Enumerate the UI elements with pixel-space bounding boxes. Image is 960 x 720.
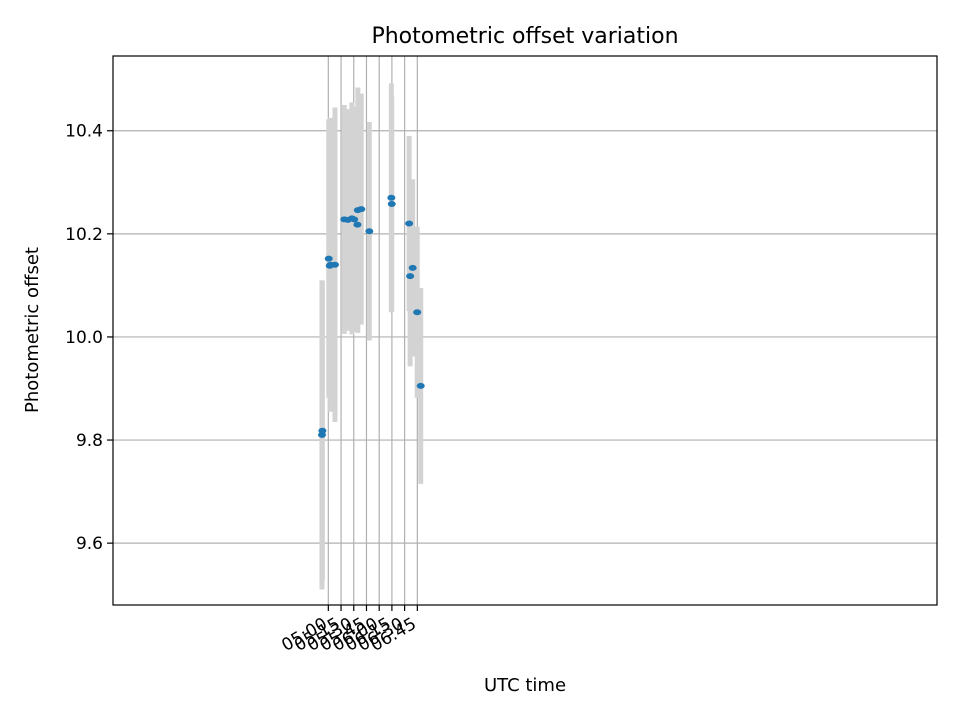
data-point (413, 309, 422, 316)
data-point (408, 264, 417, 271)
data-point (387, 200, 396, 207)
y-tick-label: 10.4 (65, 122, 103, 142)
data-point (365, 228, 374, 235)
plot-area (113, 56, 937, 605)
y-tick-label: 10.0 (65, 328, 103, 348)
data-point (357, 206, 366, 213)
y-tick-label: 10.2 (65, 225, 103, 245)
data-point (416, 382, 425, 389)
y-tick-label: 9.8 (76, 431, 103, 451)
y-tick-label: 9.6 (76, 534, 103, 554)
data-point (406, 273, 415, 280)
data-points (317, 194, 425, 438)
data-point (324, 255, 333, 262)
plot-frame (112, 55, 938, 606)
data-point (353, 221, 362, 228)
y-axis-ticks: 9.6 9.8 10.0 10.2 10.4 (65, 122, 113, 554)
data-point (350, 216, 359, 223)
data-point (318, 427, 327, 434)
chart-title: Photometric offset variation (371, 24, 678, 49)
data-point (405, 220, 414, 227)
x-axis-label: UTC time (484, 675, 566, 696)
data-point (387, 194, 396, 201)
y-axis-label: Photometric offset (22, 247, 43, 413)
data-point (330, 261, 339, 268)
